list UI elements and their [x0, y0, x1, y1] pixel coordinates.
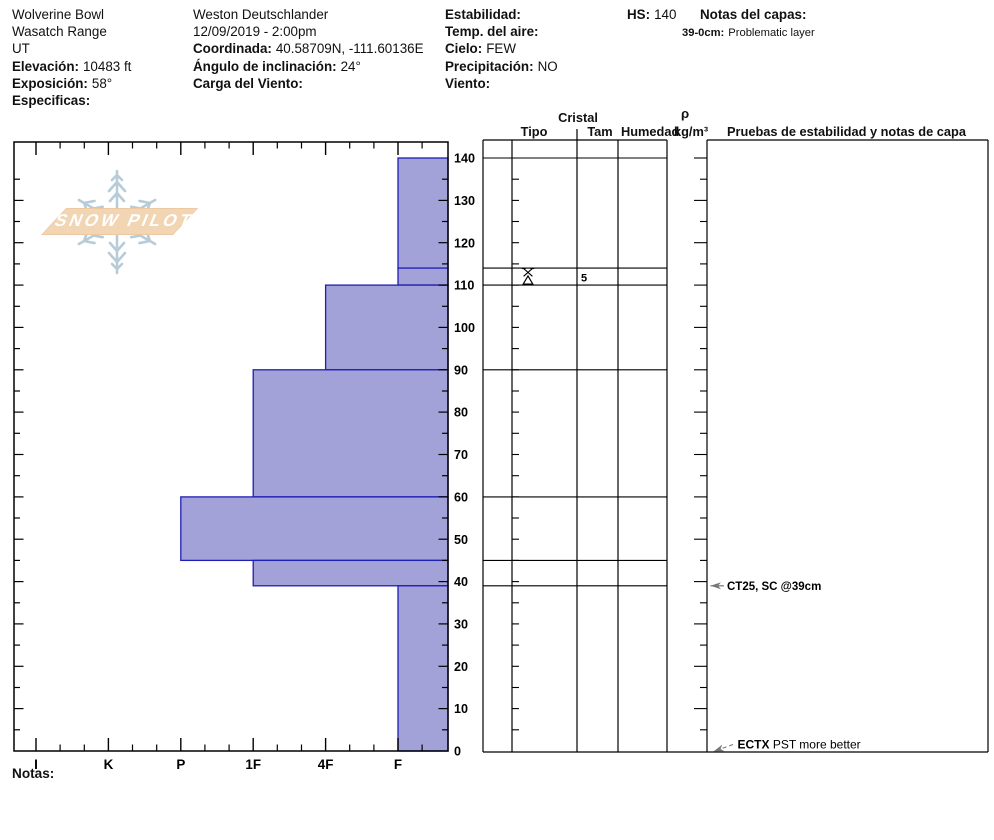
weather-block: Estabilidad: Temp. del aire: Cielo: FEW P…	[445, 6, 558, 92]
depth-axis-ticks	[14, 178, 448, 731]
range-name: Wasatch Range	[12, 24, 107, 40]
observer-block: Weston Deutschlander 12/09/2019 - 2:00pm…	[193, 6, 424, 92]
col-header-tipo: Tipo	[520, 124, 548, 139]
hardness-axis-ticks	[35, 142, 423, 751]
depth-tick-label: 110	[454, 279, 474, 293]
col-header-density-symbol: ρ	[681, 106, 690, 121]
hardness-tick-label: 1F	[245, 757, 261, 772]
snow-layer-bar	[180, 496, 449, 562]
depth-tick-labels: 0 10 20 30 40 50 60 70 80 90 100 110 120 130 140	[454, 152, 475, 759]
depth-tick-label: 40	[454, 575, 468, 589]
depth-tick-label: 0	[454, 745, 461, 759]
table-grid	[482, 129, 989, 753]
wind-loading-line: Carga del Viento:	[193, 75, 303, 91]
location-block: Wolverine Bowl Wasatch Range UT Elevació…	[12, 6, 131, 109]
depth-tick-label: 10	[454, 702, 468, 716]
depth-tick-label: 50	[454, 533, 468, 547]
depth-tick-label: 20	[454, 660, 468, 674]
observer-name: Weston Deutschlander	[193, 7, 329, 22]
slope-angle-line: Ángulo de inclinación: 24°	[193, 58, 361, 74]
depth-tick-label: 80	[454, 406, 468, 420]
snow-layer-bar	[252, 559, 449, 587]
snow-height-line: HS: 140	[627, 7, 677, 22]
hardness-tick-label: 4F	[318, 757, 334, 772]
col-header-cristal: Cristal	[558, 110, 598, 125]
state-name: UT	[12, 41, 30, 57]
air-temp-line: Temp. del aire:	[445, 24, 539, 40]
hardness-tick-label: I	[34, 757, 38, 772]
depth-tick-label: 30	[454, 618, 468, 632]
precip-line: Precipitación: NO	[445, 58, 558, 74]
notes-label: Notas:	[12, 766, 55, 781]
col-header-density-unit: kg/m³	[674, 124, 709, 139]
specifics-line: Especificas:	[12, 93, 91, 109]
coordinates-line: Coordinada: 40.58709N, -111.60136E	[193, 41, 424, 57]
type-column-ticks	[512, 178, 519, 731]
depth-tick-label: 90	[454, 363, 468, 377]
plot-frame	[13, 141, 449, 752]
annotation-arrow-dashed	[713, 743, 734, 753]
stability-test-note: CT25, SC @39cm	[727, 581, 821, 593]
stability-test-note-bottom: ECTX PST more better	[738, 738, 861, 752]
snow-layer-bar	[252, 369, 449, 498]
col-header-humedad: Humedad	[621, 124, 680, 139]
depth-tick-label: 120	[454, 236, 475, 250]
snow-layer-bar	[397, 267, 449, 286]
depth-tick-label: 70	[454, 448, 468, 462]
site-name: Wolverine Bowl	[12, 7, 105, 22]
depth-tick-label: 140	[454, 152, 475, 166]
profile-bars	[180, 157, 449, 752]
stability-annotations: CT25, SC @39cm ECTX PST more better	[710, 581, 861, 753]
layer-notes-title: Notas del capas:	[700, 7, 807, 22]
grain-size-value: 5	[581, 272, 587, 284]
layer-row-lines	[483, 157, 667, 587]
crystal-symbol	[521, 267, 535, 285]
snow-layer-bar	[397, 585, 449, 752]
snow-layer-bar	[324, 284, 449, 371]
snow-layer-bar	[397, 157, 449, 269]
depth-tick-label: 100	[454, 321, 475, 335]
stability-line: Estabilidad:	[445, 7, 521, 22]
wind-line: Viento:	[445, 75, 491, 91]
hardness-tick-label: F	[394, 757, 402, 772]
depth-tick-label: 60	[454, 491, 468, 505]
density-ticks	[694, 157, 707, 731]
col-header-stability-tests: Pruebas de estabilidad y notas de capa	[727, 124, 966, 139]
elevation-line: Elevación: 10483 ft	[12, 58, 132, 74]
depth-tick-label: 130	[454, 194, 475, 208]
aspect-line: Exposición: 58°	[12, 75, 113, 91]
hardness-tick-labels: I K P 1F 4F F	[34, 757, 402, 772]
observation-datetime: 12/09/2019 - 2:00pm	[193, 24, 317, 40]
hardness-tick-label: K	[104, 757, 114, 772]
hardness-tick-label: P	[176, 757, 185, 772]
sky-line: Cielo: FEW	[445, 41, 516, 57]
col-header-tam: Tam	[587, 124, 613, 139]
layer-note-line: 39-0cm: Problematic layer	[682, 27, 815, 39]
